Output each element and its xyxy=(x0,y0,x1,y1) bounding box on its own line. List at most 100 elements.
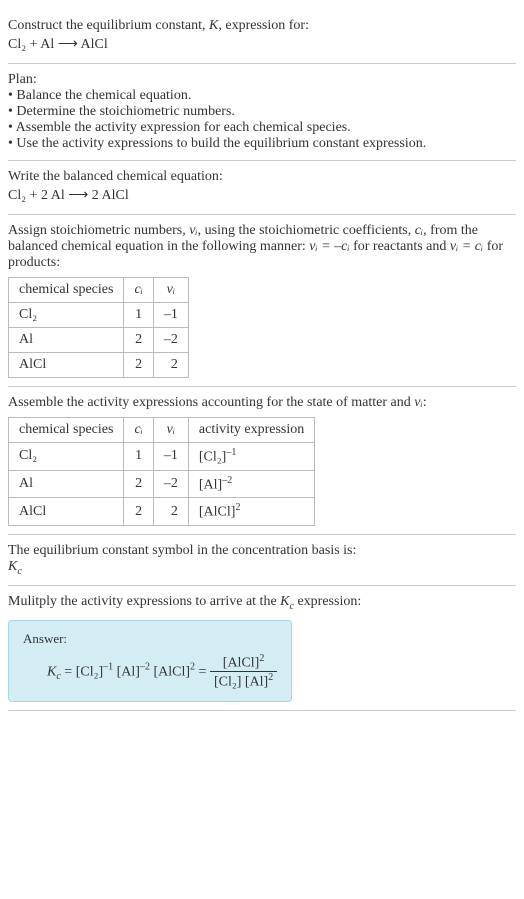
symbol-line: The equilibrium constant symbol in the c… xyxy=(8,543,516,559)
stoich-header-2: νᵢ xyxy=(153,278,188,303)
activity-expr-1: [Al]–2 xyxy=(188,470,314,498)
plan-title: Plan: xyxy=(8,72,516,88)
answer-label: Answer: xyxy=(23,631,277,647)
stoich-table: chemical species cᵢ νᵢ Cl₂ 1 –1 Al 2 –2 … xyxy=(8,277,189,378)
table-row: chemical species cᵢ νᵢ xyxy=(9,278,189,303)
title-text-1: Construct the equilibrium constant, xyxy=(8,18,209,33)
answer-equation: Kc = [Cl₂]–1 [Al]–2 [AlCl]2 = [AlCl]2 [C… xyxy=(23,653,277,691)
stoich-sp-2: AlCl xyxy=(9,353,124,378)
stoich-sp-1: Al xyxy=(9,328,124,353)
stoich-c-0: 1 xyxy=(124,303,153,328)
activity-header-0: chemical species xyxy=(9,418,124,443)
activity-nu: νᵢ xyxy=(414,395,422,410)
multiply-intro-2: expression: xyxy=(294,594,361,609)
ans-t3-base: [AlCl] xyxy=(153,664,190,679)
ans-num-base: [AlCl] xyxy=(223,655,260,670)
table-row: Cl₂ 1 –1 [Cl₂]–1 xyxy=(9,443,315,471)
activity-c-1: 2 xyxy=(124,470,153,498)
ans-t1-exp: –1 xyxy=(103,661,113,672)
stoich-nu-2: 2 xyxy=(153,353,188,378)
plan-section: Plan: • Balance the chemical equation. •… xyxy=(8,64,516,161)
stoich-section: Assign stoichiometric numbers, νᵢ, using… xyxy=(8,215,516,387)
activity-sp-0: Cl₂ xyxy=(9,443,124,471)
plan-bullet-2: • Assemble the activity expression for e… xyxy=(8,120,516,136)
activity-header-1: cᵢ xyxy=(124,418,153,443)
stoich-intro-1: Assign stoichiometric numbers, xyxy=(8,223,189,238)
unbalanced-equation: Cl₂ + Al ⟶ AlCl xyxy=(8,36,516,53)
activity-section: Assemble the activity expressions accoun… xyxy=(8,387,516,535)
header-section: Construct the equilibrium constant, K, e… xyxy=(8,8,516,64)
stoich-nu-1: –2 xyxy=(153,328,188,353)
stoich-nu-0: –1 xyxy=(153,303,188,328)
expr-exp-1: –2 xyxy=(222,475,232,486)
activity-sp-1: Al xyxy=(9,470,124,498)
activity-expr-0: [Cl₂]–1 xyxy=(188,443,314,471)
title-line: Construct the equilibrium constant, K, e… xyxy=(8,18,516,34)
activity-table: chemical species cᵢ νᵢ activity expressi… xyxy=(8,417,315,526)
multiply-section: Mulitply the activity expressions to arr… xyxy=(8,586,516,711)
ans-den1: [Cl₂] xyxy=(214,675,241,690)
stoich-intro: Assign stoichiometric numbers, νᵢ, using… xyxy=(8,223,516,271)
stoich-nu: νᵢ xyxy=(189,223,197,238)
ans-t2-exp: –2 xyxy=(140,661,150,672)
stoich-c-2: 2 xyxy=(124,353,153,378)
table-row: Cl₂ 1 –1 xyxy=(9,303,189,328)
activity-nu-0: –1 xyxy=(153,443,188,471)
kc-sub: c xyxy=(17,566,21,577)
title-text-2: , expression for: xyxy=(218,18,309,33)
stoich-header-1: cᵢ xyxy=(124,278,153,303)
ans-den2-exp: 2 xyxy=(268,672,273,683)
ans-num-exp: 2 xyxy=(259,653,264,664)
ans-frac-num: [AlCl]2 xyxy=(210,653,277,673)
activity-expr-2: [AlCl]2 xyxy=(188,498,314,526)
stoich-intro-4: for reactants and xyxy=(350,239,450,254)
ans-k-sub: c xyxy=(56,671,60,682)
plan-bullet-0: • Balance the chemical equation. xyxy=(8,88,516,104)
table-row: AlCl 2 2 [AlCl]2 xyxy=(9,498,315,526)
table-row: AlCl 2 2 xyxy=(9,353,189,378)
ans-t2-base: [Al] xyxy=(117,664,140,679)
balanced-section: Write the balanced chemical equation: Cl… xyxy=(8,161,516,215)
activity-nu-1: –2 xyxy=(153,470,188,498)
multiply-intro-1: Mulitply the activity expressions to arr… xyxy=(8,594,280,609)
activity-header-2: νᵢ xyxy=(153,418,188,443)
stoich-c: cᵢ xyxy=(415,223,423,238)
expr-exp-2: 2 xyxy=(235,502,240,513)
ans-den2-base: [Al] xyxy=(245,675,268,690)
balanced-title: Write the balanced chemical equation: xyxy=(8,169,516,185)
stoich-rel-p: νᵢ = cᵢ xyxy=(450,239,483,254)
activity-c-2: 2 xyxy=(124,498,153,526)
activity-nu-2: 2 xyxy=(153,498,188,526)
multiply-kc-k: K xyxy=(280,594,289,609)
symbol-section: The equilibrium constant symbol in the c… xyxy=(8,535,516,586)
ans-fraction: [AlCl]2 [Cl₂] [Al]2 xyxy=(210,653,277,691)
stoich-header-0: chemical species xyxy=(9,278,124,303)
activity-header-3: activity expression xyxy=(188,418,314,443)
ans-k: K xyxy=(47,664,56,679)
expr-base-1: [Al] xyxy=(199,477,222,492)
plan-bullet-3: • Use the activity expressions to build … xyxy=(8,136,516,152)
symbol-kc: Kc xyxy=(8,559,516,577)
activity-c-0: 1 xyxy=(124,443,153,471)
expr-base-2: [AlCl] xyxy=(199,505,236,520)
stoich-c-1: 2 xyxy=(124,328,153,353)
multiply-intro: Mulitply the activity expressions to arr… xyxy=(8,594,516,612)
kc-k: K xyxy=(8,559,17,574)
activity-sp-2: AlCl xyxy=(9,498,124,526)
ans-t3-exp: 2 xyxy=(190,661,195,672)
table-row: Al 2 –2 xyxy=(9,328,189,353)
ans-frac-den: [Cl₂] [Al]2 xyxy=(210,672,277,691)
plan-bullet-1: • Determine the stoichiometric numbers. xyxy=(8,104,516,120)
expr-base-0: [Cl₂] xyxy=(199,450,226,465)
title-K: K xyxy=(209,18,218,33)
activity-intro-2: : xyxy=(423,395,427,410)
stoich-intro-2: , using the stoichiometric coefficients, xyxy=(198,223,415,238)
activity-intro-1: Assemble the activity expressions accoun… xyxy=(8,395,414,410)
ans-t1-base: [Cl₂] xyxy=(76,664,103,679)
expr-exp-0: –1 xyxy=(226,447,236,458)
activity-intro: Assemble the activity expressions accoun… xyxy=(8,395,516,411)
answer-box: Answer: Kc = [Cl₂]–1 [Al]–2 [AlCl]2 = [A… xyxy=(8,620,292,702)
balanced-equation: Cl₂ + 2 Al ⟶ 2 AlCl xyxy=(8,187,516,204)
table-row: chemical species cᵢ νᵢ activity expressi… xyxy=(9,418,315,443)
table-row: Al 2 –2 [Al]–2 xyxy=(9,470,315,498)
